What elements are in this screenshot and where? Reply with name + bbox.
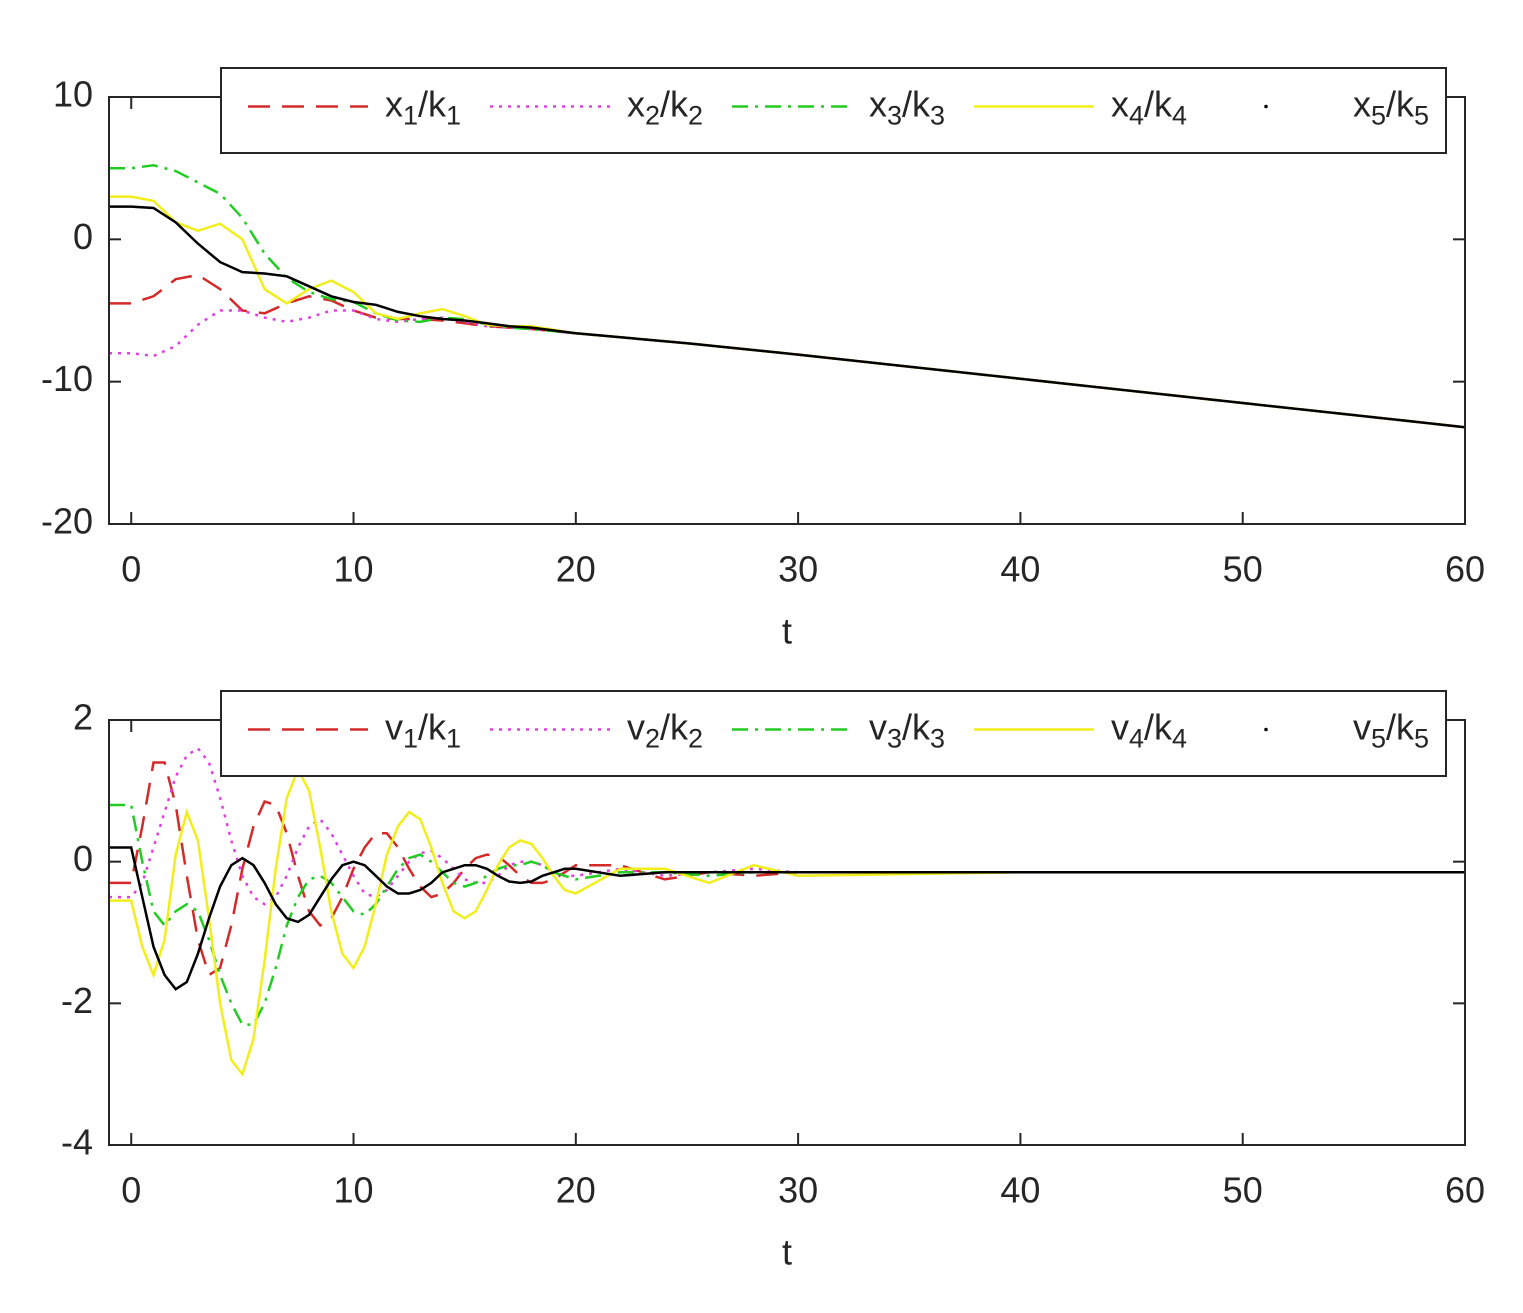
x-tick-label: 10 <box>334 1170 374 1211</box>
legend-box <box>220 67 1447 154</box>
series-line <box>109 309 1466 429</box>
legend-label: v4/k4 <box>1111 706 1187 754</box>
legend-label: v2/k2 <box>627 706 703 754</box>
legend-label: x5/k5 <box>1353 83 1429 131</box>
x-tick-label: 30 <box>778 1170 818 1211</box>
series-line <box>109 195 1466 429</box>
x-axis-label: t <box>782 1232 792 1273</box>
y-tick-label: -20 <box>41 501 93 542</box>
y-tick-label: 0 <box>73 216 93 257</box>
series-line <box>109 761 1465 977</box>
legend-marker <box>1264 727 1268 732</box>
series-line <box>109 803 1465 1026</box>
axes-box <box>108 719 1466 1146</box>
x-tick-label: 30 <box>778 549 818 590</box>
legend-label: x1/k1 <box>385 83 461 131</box>
legend-label: x3/k3 <box>869 83 945 131</box>
x-tick-label: 60 <box>1445 549 1485 590</box>
legend-label: v3/k3 <box>869 706 945 754</box>
x-axis-label: t <box>782 611 792 652</box>
series-line <box>109 164 1466 429</box>
x-tick-label: 10 <box>334 549 374 590</box>
series-line <box>109 205 1466 429</box>
x-tick-label: 20 <box>556 1170 596 1211</box>
legend-label: x2/k2 <box>627 83 703 131</box>
y-tick-label: -2 <box>61 980 93 1021</box>
y-tick-label: 0 <box>73 838 93 879</box>
axes-box <box>108 96 1466 525</box>
x-tick-label: 20 <box>556 549 596 590</box>
legend-marker <box>1264 104 1268 109</box>
y-tick-label: -4 <box>61 1122 93 1163</box>
x-tick-label: 50 <box>1223 549 1263 590</box>
y-tick-label: 10 <box>53 74 93 115</box>
x-tick-label: 0 <box>121 1170 141 1211</box>
series-line <box>109 746 1465 906</box>
x-tick-label: 0 <box>121 549 141 590</box>
series-line <box>109 766 1465 1077</box>
legend-label: x4/k4 <box>1111 83 1187 131</box>
x-tick-label: 40 <box>1000 1170 1040 1211</box>
legend-label: v1/k1 <box>385 706 461 754</box>
legend-label: v5/k5 <box>1353 706 1429 754</box>
y-tick-label: -10 <box>41 358 93 399</box>
x-tick-label: 50 <box>1223 1170 1263 1211</box>
x-tick-label: 40 <box>1000 549 1040 590</box>
y-tick-label: 2 <box>73 697 93 738</box>
series-line <box>109 846 1465 991</box>
legend-box <box>220 690 1447 777</box>
x-tick-label: 60 <box>1445 1170 1485 1211</box>
